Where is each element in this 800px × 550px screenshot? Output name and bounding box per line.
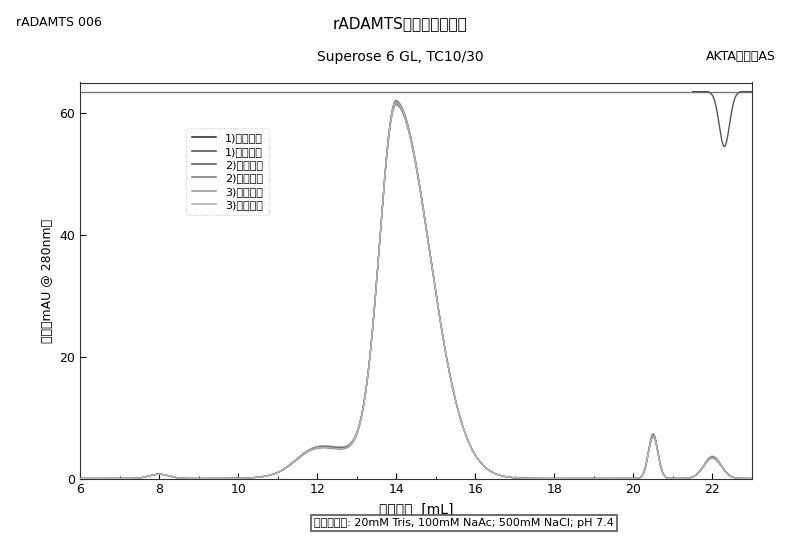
Text: rADAMTS 006: rADAMTS 006 <box>16 16 102 30</box>
Legend: 1)液体开始, 1)冷干开始, 2)液体开始, 2)冷干开始, 3)液体开始, 3)冷干开始: 1)液体开始, 1)冷干开始, 2)液体开始, 2)冷干开始, 3)液体开始, … <box>186 128 269 216</box>
Text: 洗脱缓冲液: 20mM Tris, 100mM NaAc; 500mM NaCl; pH 7.4: 洗脱缓冲液: 20mM Tris, 100mM NaAc; 500mM NaCl… <box>314 518 614 528</box>
Y-axis label: 吸收（mAU @ 280nm）: 吸收（mAU @ 280nm） <box>41 218 54 343</box>
Text: AKTA纯化器AS: AKTA纯化器AS <box>706 50 776 63</box>
X-axis label: 洗脱体积  [mL]: 洗脱体积 [mL] <box>378 502 454 516</box>
Text: Superose 6 GL, TC10/30: Superose 6 GL, TC10/30 <box>317 50 483 63</box>
Text: rADAMTS制剂的凝胶过滤: rADAMTS制剂的凝胶过滤 <box>333 16 467 31</box>
